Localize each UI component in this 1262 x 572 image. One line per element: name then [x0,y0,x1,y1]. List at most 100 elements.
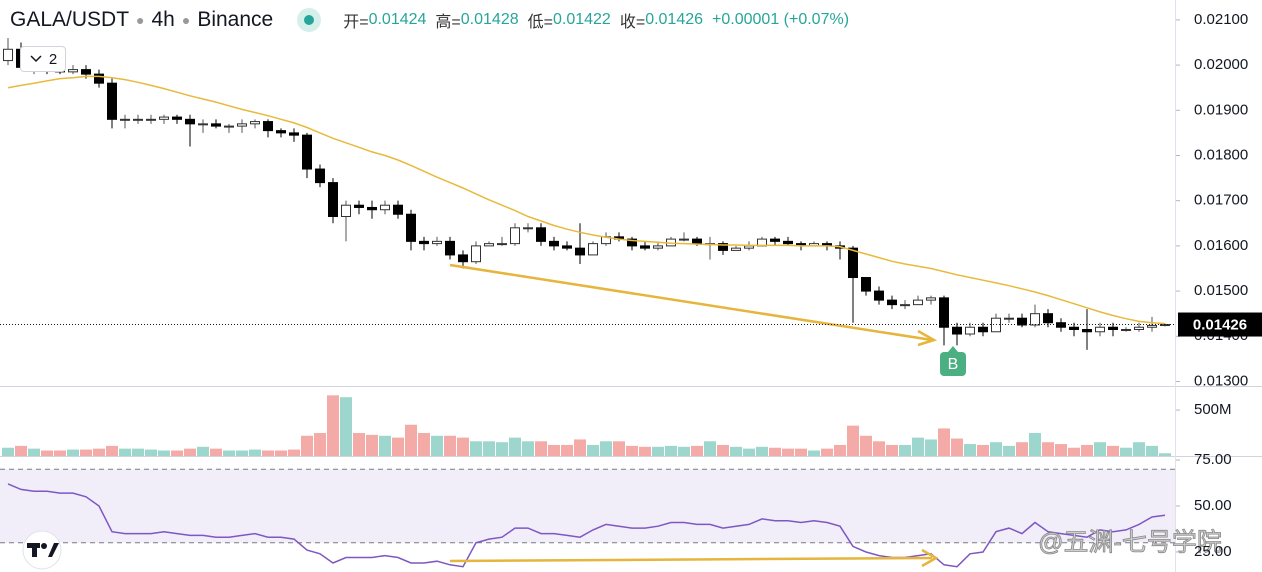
volume-bar [288,449,300,456]
y-tick-label: 0.01800 [1194,146,1248,163]
volume-bar [561,444,573,456]
candle-body [198,123,208,126]
volume-bar [457,437,469,456]
candle-body [952,326,962,335]
arrow-head [921,548,939,568]
header: GALA/USDT ● 4h ● Binance 开= 0.01424 高= 0.01… [10,8,858,32]
candle-body [1069,326,1079,331]
legend-value: 0.01426 [645,11,704,28]
volume-bar [405,424,417,456]
indicator-toggle[interactable]: 2 [20,46,66,72]
candle-body [1004,317,1014,320]
candle-body [380,204,390,211]
candle-body [848,247,858,279]
candle-body [393,204,403,215]
legend-value: 0.01424 [368,11,427,28]
volume-bar [15,445,27,456]
volume-bar [860,435,872,456]
volume-bar [444,435,456,456]
volume-bar [899,444,911,456]
volume-bar [2,447,14,456]
volume-bar [158,450,170,456]
rsi-band [0,469,1175,543]
candle-body [770,238,780,242]
volume-bar [119,448,131,456]
candle-body [484,243,494,247]
candle-body [679,238,689,241]
candle-body [159,116,169,120]
signal-label: B [948,356,959,373]
symbol: GALA/USDT [10,8,130,31]
volume-bar [756,446,768,456]
candle-body [185,118,195,125]
candle-body [107,82,117,120]
volume-bar [847,425,859,456]
candle-body [744,245,754,249]
candle-body [627,238,637,247]
candle-body [68,69,78,73]
rsi-tick-label: 50.00 [1194,497,1232,514]
y-tick-label: 0.01600 [1194,237,1248,254]
separator-dot: ● [136,12,145,28]
candle-body [1043,313,1053,324]
volume-bar [223,450,235,456]
volume-bar [730,446,742,456]
volume-bar [379,435,391,456]
separator-dot: ● [181,12,191,28]
candle-body [406,213,416,242]
candle-body [263,121,273,132]
candle-body [978,326,988,333]
volume-bar [1055,444,1067,456]
volume-bar [626,445,638,456]
candle-body [328,182,338,218]
volume-bar [67,449,79,456]
candle-body [640,245,650,249]
y-tick-label: 0.01500 [1194,282,1248,299]
candle-body [887,299,897,306]
chevron [30,55,42,63]
volume-bar [1003,445,1015,456]
volume-bar [834,444,846,456]
rsi-tick-label: 25.00 [1194,543,1232,560]
legend-label: 低= [527,14,553,31]
candle-body [94,73,104,84]
volume-bar [1107,445,1119,456]
volume-bar [912,437,924,456]
candle-body [1095,326,1105,333]
candle-body [874,290,884,301]
candle-body [354,204,364,208]
volume-bar [366,434,378,456]
divergence-arrow [449,263,933,342]
change: +0.00001 (+0.07%) [712,11,850,28]
volume-bar [301,435,313,456]
volume-bar [1146,445,1158,456]
volume-bar [535,441,547,456]
volume-bar [509,437,521,456]
candle-body [133,118,143,121]
candle-body [276,130,286,134]
candle-body [302,134,312,170]
volume-bar [1081,444,1093,456]
candle-body [1147,324,1157,328]
legend-label: 开= [343,14,369,31]
volume-bar [132,448,144,456]
candle-body [289,132,299,136]
volume-bar [483,441,495,456]
volume-bar [873,441,885,456]
candle-body [1017,317,1027,326]
candle-body [315,168,325,184]
legend-value: 0.01422 [552,11,611,28]
candle-body [562,245,572,249]
volume-bar [1068,447,1080,456]
volume-bar [28,448,40,456]
legend-label: 高= [435,14,461,31]
candle-body [419,240,429,245]
volume-bar [496,442,508,456]
signal-marker-tip [948,346,958,352]
volume-bar [353,433,365,456]
volume-bar [1120,447,1132,456]
volume-bar [184,448,196,456]
legend-value: 0.01428 [460,11,519,28]
